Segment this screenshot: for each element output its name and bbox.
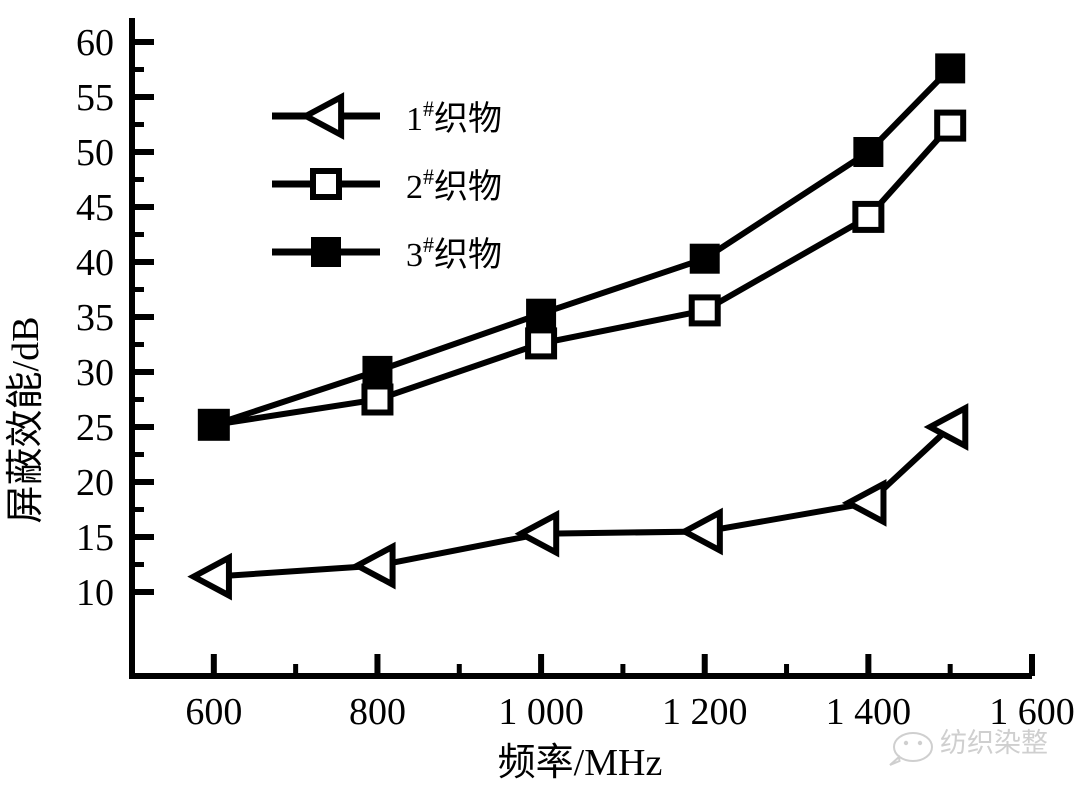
- chart-legend: 1#织物 2#织物 3#织物: [272, 92, 502, 274]
- series-3-pt-2-marker-filled-square: [526, 298, 557, 329]
- series-2-pt-5-marker-open-square: [934, 109, 967, 142]
- y-tick-label: 35: [76, 297, 114, 339]
- legend-item-3: 3#织物: [272, 232, 502, 274]
- series-1-pt-4-marker-open-left-triangle: [841, 479, 887, 527]
- series-3-pt-4-marker-filled-square: [853, 137, 884, 167]
- legend-item-2-label: 2#织物: [406, 164, 502, 206]
- tick-labels: 10 15 20 25 30 35 40 45 50 55 60 600 800 1 000 1 200 1 …: [76, 22, 1075, 733]
- series-3-pt-0-marker-filled-square: [198, 409, 229, 440]
- x-axis-title: 频率/MHz: [498, 742, 663, 784]
- series-1-pt-5-marker-open-left-triangle: [923, 403, 969, 451]
- legend-item-3-marker-filled-square: [311, 237, 341, 267]
- series-2-pt-4-marker-open-square: [852, 200, 885, 233]
- series-1-markers: [187, 403, 969, 601]
- series-1-pt-0-marker-open-left-triangle: [187, 552, 232, 601]
- y-tick-label: 45: [76, 187, 114, 229]
- x-tick-label: 1 200: [662, 691, 748, 733]
- y-tick-label: 10: [76, 572, 114, 614]
- y-axis-title: 屏蔽效能/dB: [5, 317, 47, 524]
- axes: [129, 18, 1035, 679]
- legend-item-1-label: 1#织物: [406, 96, 502, 138]
- series-3-markers: [198, 53, 966, 440]
- series-3-pt-3-marker-filled-square: [689, 243, 720, 274]
- series-2-pt-2-marker-open-square: [525, 327, 558, 360]
- x-tick-label: 1 600: [989, 691, 1075, 733]
- x-tick-label: 1 400: [826, 691, 912, 733]
- y-tick-label: 20: [76, 462, 114, 504]
- series-1-pt-1-marker-open-left-triangle: [350, 541, 396, 590]
- wechat-icon: [889, 732, 933, 766]
- series-3-pt-1-marker-filled-square: [362, 355, 393, 386]
- series-3-pt-5-marker-filled-square: [935, 53, 966, 84]
- x-tick-label: 600: [185, 691, 242, 733]
- series-2-pt-1-marker-open-square: [361, 383, 394, 416]
- y-tick-label: 30: [76, 352, 114, 394]
- series-1-pt-3-marker-open-left-triangle: [678, 507, 723, 556]
- x-tick-label: 1 000: [498, 691, 584, 733]
- y-tick-label: 60: [76, 22, 114, 64]
- y-tick-label: 55: [76, 77, 114, 119]
- series-2-pt-3-marker-open-square: [688, 294, 721, 327]
- y-tick-label: 25: [76, 407, 114, 449]
- wechat-watermark: 纺织染整: [889, 728, 1048, 766]
- legend-item-2-marker-open-square: [310, 168, 342, 200]
- legend-item-3-label: 3#织物: [406, 232, 502, 274]
- legend-item-2: 2#织物: [272, 164, 502, 206]
- data-series: [187, 53, 969, 601]
- series-1-pt-2-marker-open-left-triangle: [514, 509, 560, 558]
- y-tick-label: 15: [76, 517, 114, 559]
- legend-item-1: 1#织物: [272, 92, 502, 140]
- legend-item-1-marker-open-left-triangle: [299, 92, 345, 140]
- y-tick-label: 40: [76, 242, 114, 284]
- watermark-label: 纺织染整: [940, 728, 1048, 758]
- x-tick-label: 800: [349, 691, 406, 733]
- y-tick-label: 50: [76, 132, 114, 174]
